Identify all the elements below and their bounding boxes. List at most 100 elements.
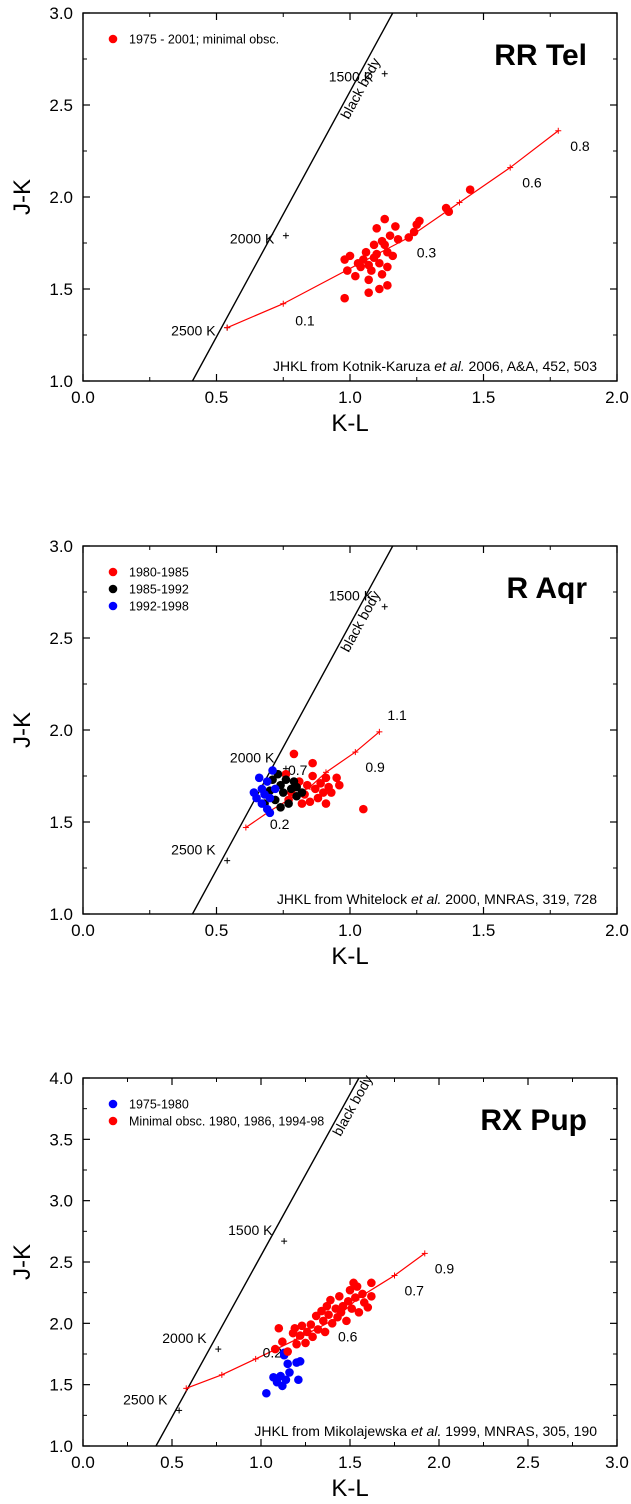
- data-point: [383, 281, 392, 290]
- data-point: [367, 266, 376, 275]
- data-point: [372, 249, 382, 259]
- data-point: [284, 799, 293, 808]
- source-note-ref: 1999, MNRAS, 305, 190: [441, 1423, 597, 1439]
- data-point: [283, 1347, 293, 1356]
- model-label: 0.6: [338, 1329, 358, 1345]
- source-note-ref: 2006, A&A, 452, 503: [465, 358, 598, 374]
- model-curve: [226, 130, 559, 329]
- data-point: [316, 779, 325, 788]
- legend-marker: [108, 567, 118, 577]
- y-tick-label: 2.5: [49, 629, 73, 648]
- y-tick-label: 3.0: [49, 537, 73, 556]
- data-point: [292, 782, 301, 792]
- model-label: 0.3: [417, 244, 437, 260]
- data-point: [289, 749, 299, 759]
- data-point: [393, 235, 403, 244]
- x-tick-label: 1.5: [472, 921, 496, 940]
- legend-marker: [108, 1116, 118, 1126]
- data-point: [319, 788, 328, 797]
- data-point: [375, 258, 384, 268]
- model-label: 0.8: [570, 138, 590, 154]
- data-point: [380, 214, 390, 224]
- data-point: [265, 793, 275, 803]
- y-tick-label: 1.5: [49, 1376, 73, 1395]
- data-point: [276, 802, 285, 812]
- x-tick-label: 0.5: [205, 921, 229, 940]
- blackbody-temperature-mark: [176, 1407, 183, 1414]
- x-tick-label: 2.0: [605, 921, 629, 940]
- model-point: [252, 1355, 259, 1362]
- blackbody-temperature-mark: [215, 1346, 222, 1353]
- source-note-ref: 2000, MNRAS, 319, 728: [441, 891, 597, 907]
- legend-label: 1985-1992: [129, 583, 189, 597]
- data-point: [358, 1289, 367, 1299]
- data-point: [320, 1327, 330, 1337]
- data-point: [377, 269, 387, 279]
- chart-panel-1: black body 2500 K 2000 K 1500 K 0.1 0.3 0.6 0.8…: [9, 4, 629, 437]
- y-tick-label: 1.0: [49, 905, 73, 924]
- model-label: 0.2: [270, 816, 290, 832]
- data-point: [415, 216, 424, 226]
- model-point: [218, 1371, 225, 1378]
- blackbody-label: black body: [337, 55, 383, 121]
- series-2: [270, 1278, 376, 1356]
- data-point: [308, 1332, 317, 1342]
- data-point: [385, 231, 395, 240]
- blackbody-line: [191, 13, 394, 381]
- data-point: [409, 227, 419, 237]
- data-point: [278, 1337, 287, 1347]
- x-tick-label: 1.5: [338, 1453, 362, 1472]
- legend-marker: [108, 584, 118, 594]
- model-point: [391, 1272, 398, 1279]
- legend-label: 1975 - 2001; minimal obsc.: [129, 33, 279, 47]
- data-point: [302, 780, 312, 790]
- model-point: [507, 164, 514, 171]
- model-point: [224, 324, 231, 331]
- data-point: [257, 799, 267, 808]
- source-note: JHKL from Whitelock et al. 2000, MNRAS, …: [277, 891, 597, 907]
- model-point: [242, 824, 249, 831]
- data-point: [465, 185, 475, 194]
- source-note-text: JHKL from Kotnik-Karuza: [273, 358, 434, 374]
- y-axis-label: J-K: [9, 712, 36, 748]
- data-point: [270, 784, 280, 794]
- temperature-label: 2000 K: [162, 1330, 207, 1346]
- x-axis-label: K-L: [331, 943, 368, 970]
- model-label: 0.7: [288, 762, 308, 778]
- data-point: [306, 1320, 316, 1329]
- x-tick-label: 0.0: [71, 388, 95, 407]
- x-tick-label: 0.0: [71, 1453, 95, 1472]
- y-tick-label: 3.5: [49, 1130, 73, 1149]
- data-point: [274, 1323, 284, 1333]
- data-point: [343, 266, 352, 275]
- chart-title: R Aqr: [506, 572, 587, 605]
- x-tick-label: 0.5: [160, 1453, 184, 1472]
- temperature-label: 2500 K: [171, 842, 216, 858]
- series-1: [281, 749, 368, 814]
- data-point: [364, 275, 373, 285]
- source-note: JHKL from Kotnik-Karuza et al. 2006, A&A…: [273, 358, 597, 374]
- y-tick-label: 2.0: [49, 188, 73, 207]
- y-tick-label: 1.5: [49, 280, 73, 299]
- x-tick-label: 0.5: [205, 388, 229, 407]
- blackbody-temperature-mark: [224, 857, 231, 864]
- series-3: [249, 766, 280, 818]
- data-point: [278, 788, 288, 797]
- x-axis-label: K-L: [331, 410, 368, 437]
- legend-marker: [108, 34, 118, 44]
- data-point: [364, 288, 373, 297]
- y-tick-label: 4.0: [49, 1069, 73, 1088]
- data-point: [308, 771, 317, 781]
- data-point: [290, 1323, 300, 1333]
- x-tick-label: 3.0: [605, 1453, 629, 1472]
- temperature-label: 1500 K: [329, 588, 374, 604]
- data-point: [345, 251, 355, 261]
- x-tick-label: 1.0: [338, 388, 362, 407]
- blackbody-line: [191, 546, 394, 914]
- temperature-label: 1500 K: [329, 69, 374, 85]
- data-point: [294, 1375, 303, 1385]
- data-point: [252, 793, 261, 803]
- legend-label: 1980-1985: [129, 566, 189, 580]
- data-point: [327, 788, 336, 797]
